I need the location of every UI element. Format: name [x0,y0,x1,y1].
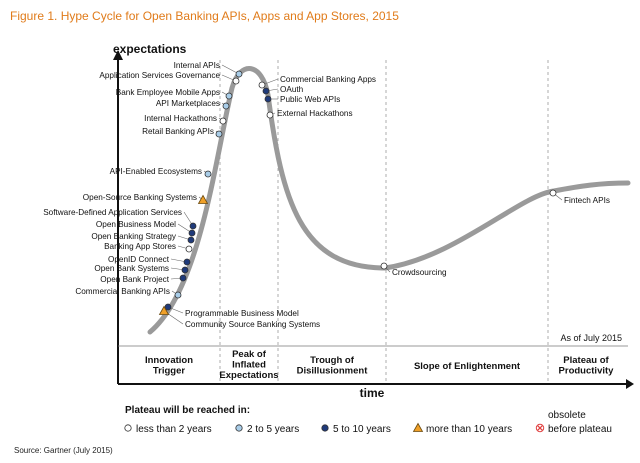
tech-label-api-marketplaces: API Marketplaces [156,99,220,108]
marker-internal-apis [235,70,243,78]
marker-commercial-banking-apps [258,81,266,89]
marker-banking-app-stores [185,245,193,253]
figure-title: Figure 1. Hype Cycle for Open Banking AP… [10,9,399,23]
legend-title: Plateau will be reached in: [125,405,250,416]
tech-markers [158,70,557,315]
x-axis-arrow [626,379,634,389]
tech-label-internal-apis: Internal APIs [174,61,220,70]
tech-label-external-hackathons: External Hackathons [277,109,353,118]
marker-retail-banking-apis [215,130,223,138]
legend-marker-before-plateau [535,423,545,433]
as-of-note: As of July 2015 [560,333,622,343]
marker-commercial-banking-apis [174,291,182,299]
marker-open-source-banking-systems [197,194,209,204]
tech-label-openid-connect: OpenID Connect [108,255,170,264]
tech-label-open-banking-strategy: Open Banking Strategy [91,232,177,241]
marker-open-bank-project [179,274,187,282]
marker-open-bank-systems [181,266,189,274]
legend-marker-2-to-5-years [235,424,243,432]
tech-label-fintech-apis: Fintech APIs [564,196,610,205]
legend-label-2-to-5-years: 2 to 5 years [247,424,299,435]
legend-label-before-plateau: before plateau [548,424,612,435]
tech-label-internal-hackathons: Internal Hackathons [144,114,217,123]
hype-curve [147,66,631,335]
marker-community-source-banking-systems [158,305,170,315]
tech-label-retail-banking-apis: Retail Banking APIs [142,127,214,136]
tech-label-oauth: OAuth [280,85,304,94]
tech-label-software-defined-application-services: Software-Defined Application Services [43,208,182,217]
tech-label-application-services-governance: Application Services Governance [99,71,220,80]
phase-label-peak-of-inflated-expectations: Peak of [232,349,267,360]
x-axis-label: time [360,386,385,400]
phase-label-slope-of-enlightenment: Slope of Enlightenment [414,361,521,372]
phase-label-trough-of-disillusionment: Trough of [310,355,355,366]
phase-label-trough-of-disillusionment: Disillusionment [297,366,369,377]
legend-label-less-than-2-years: less than 2 years [136,424,212,435]
tech-label-banking-app-stores: Banking App Stores [104,242,176,251]
legend-marker-5-to-10-years [321,424,329,432]
legend-label-5-to-10-years: 5 to 10 years [333,424,391,435]
tech-label-crowdsourcing: Crowdsourcing [392,268,447,277]
marker-fintech-apis [549,189,557,197]
legend-label-top-before-plateau: obsolete [548,410,586,421]
marker-open-banking-strategy [187,236,195,244]
phase-label-innovation-trigger: Trigger [153,366,186,377]
marker-openid-connect [183,258,191,266]
phase-label-innovation-trigger: Innovation [145,355,193,366]
phase-label-peak-of-inflated-expectations: Inflated [232,360,266,371]
tech-label-public-web-apis: Public Web APIs [280,95,340,104]
marker-oauth [262,87,270,95]
marker-external-hackathons [266,111,274,119]
tech-label-community-source-banking-systems: Community Source Banking Systems [185,320,320,329]
tech-label-open-source-banking-systems: Open-Source Banking Systems [83,193,197,202]
marker-api-marketplaces [222,102,230,110]
tech-label-programmable-business-model: Programmable Business Model [185,309,299,318]
tech-label-bank-employee-mobile-apps: Bank Employee Mobile Apps [116,88,220,97]
tech-label-api-enabled-ecosystems: API-Enabled Ecosystems [110,167,202,176]
marker-internal-hackathons [219,117,227,125]
phase-label-peak-of-inflated-expectations: Expectations [219,370,278,381]
marker-crowdsourcing [380,262,388,270]
marker-api-enabled-ecosystems [204,170,212,178]
y-axis-label: expectations [113,42,187,56]
phase-label-plateau-of-productivity: Productivity [559,366,615,377]
marker-bank-employee-mobile-apps [225,92,233,100]
tech-label-commercial-banking-apps: Commercial Banking Apps [280,75,376,84]
legend-marker-less-than-2-years [124,424,132,432]
tech-label-commercial-banking-apis: Commercial Banking APIs [75,287,170,296]
marker-application-services-governance [232,77,240,85]
marker-software-defined-application-services [189,222,197,230]
tech-label-open-bank-project: Open Bank Project [100,275,169,284]
phase-dividers [219,60,549,384]
y-axis-arrow [113,50,123,60]
legend: Plateau will be reached in: less than 2 … [124,405,612,435]
legend-marker-more-than-10-years [412,422,424,432]
source-note: Source: Gartner (July 2015) [14,446,113,455]
tech-label-open-bank-systems: Open Bank Systems [94,264,169,273]
marker-open-business-model [188,229,196,237]
legend-label-more-than-10-years: more than 10 years [426,424,512,435]
phase-label-plateau-of-productivity: Plateau of [563,355,609,366]
tech-label-open-business-model: Open Business Model [96,220,176,229]
marker-programmable-business-model [164,303,172,311]
marker-public-web-apis [264,95,272,103]
